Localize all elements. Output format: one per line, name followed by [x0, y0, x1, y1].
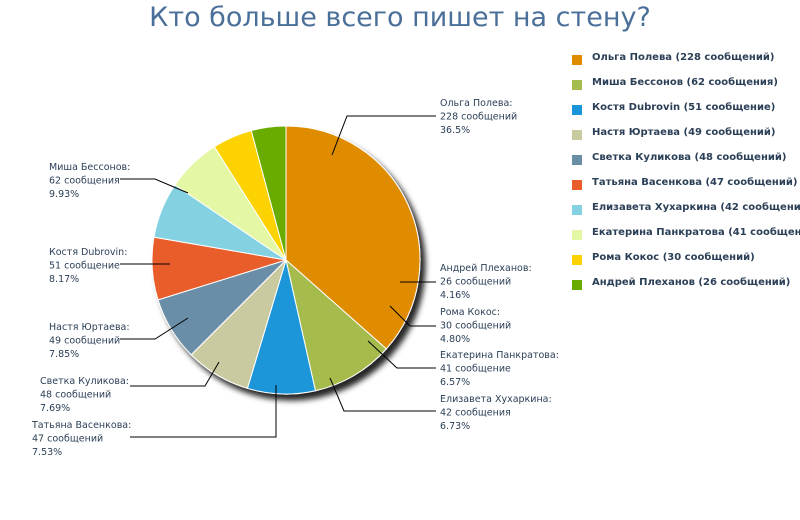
slice-label-percent: 36.5%: [440, 125, 470, 136]
leader-line: [331, 115, 436, 156]
slice-label-count: 51 сообщение: [49, 261, 120, 272]
leader-line: [389, 305, 436, 327]
slice-label-name: Настя Юртаева:: [49, 322, 130, 333]
pie-slice-1[interactable]: [285, 125, 421, 350]
slice-label-name: Миша Бессонов:: [49, 162, 130, 173]
pie-slices: [151, 125, 421, 395]
slice-label-name: Ольга Полева:: [440, 98, 512, 109]
slice-label-percent: 6.57%: [440, 377, 470, 388]
slice-label-name: Андрей Плеханов:: [440, 263, 532, 274]
legend-swatch: [572, 255, 582, 265]
legend-label: Костя Dubrovin (51 сообщение): [592, 102, 776, 113]
slice-label-count: 62 сообщения: [49, 176, 120, 187]
slice-label-percent: 7.85%: [49, 349, 79, 360]
slice-label-percent: 7.69%: [40, 403, 70, 414]
leader-line: [130, 361, 220, 387]
slice-labels: Ольга Полева: 228 сообщений 36.5% Миша Бесс…: [31, 98, 559, 458]
slice-label-count: 47 сообщений: [32, 434, 103, 445]
pie-slice-10[interactable]: [250, 125, 287, 261]
pie-slice-2[interactable]: [285, 258, 388, 392]
slice-label-percent: 4.80%: [440, 334, 470, 345]
legend-swatch: [572, 180, 582, 190]
slice-label-percent: 4.16%: [440, 290, 470, 301]
slice-label-count: 48 сообщений: [40, 390, 111, 401]
slice-label-percent: 8.17%: [49, 274, 79, 285]
slice-label-count: 42 сообщения: [440, 408, 511, 419]
legend-item[interactable]: Миша Бессонов (62 сообщения): [572, 77, 800, 102]
legend-item[interactable]: Костя Dubrovin (51 сообщение): [572, 102, 800, 127]
slice-label-count: 30 сообщений: [440, 321, 511, 332]
leader-line: [130, 385, 277, 438]
leader-line: [329, 377, 436, 412]
slice-label-name: Костя Dubrovin:: [49, 247, 127, 258]
legend-label: Татьяна Васенкова (47 сообщений): [592, 177, 798, 188]
slice-label-name: Екатерина Панкратова:: [440, 350, 559, 361]
leader-line: [367, 340, 436, 369]
slice-label-name: Татьяна Васенкова:: [31, 420, 131, 431]
legend-label: Настя Юртаева (49 сообщений): [592, 127, 776, 138]
legend-item[interactable]: Елизавета Хухаркина (42 сообщения): [572, 202, 800, 227]
legend-swatch: [572, 155, 582, 165]
slice-label-count: 228 сообщений: [440, 112, 517, 123]
slice-label-name: Елизавета Хухаркина:: [440, 394, 552, 405]
legend-label: Андрей Плеханов (26 сообщений): [592, 277, 791, 288]
legend-swatch: [572, 80, 582, 90]
legend-item[interactable]: Андрей Плеханов (26 сообщений): [572, 277, 800, 302]
legend-label: Светка Куликова (48 сообщений): [592, 152, 787, 163]
legend-swatch: [572, 55, 582, 65]
legend-label: Елизавета Хухаркина (42 сообщения): [592, 202, 800, 213]
slice-label-percent: 6.73%: [440, 421, 470, 432]
slice-label-percent: 7.53%: [32, 447, 62, 458]
legend-item[interactable]: Ольга Полева (228 сообщений): [572, 52, 800, 77]
legend-label: Рома Кокос (30 сообщений): [592, 252, 755, 263]
legend-label: Екатерина Панкратова (41 сообщение): [592, 227, 800, 238]
slice-label-name: Рома Кокос:: [440, 307, 500, 318]
slice-label-percent: 9.93%: [49, 189, 79, 200]
legend-swatch: [572, 280, 582, 290]
slice-label-count: 49 сообщений: [49, 336, 120, 347]
leader-line: [120, 317, 189, 340]
legend-item[interactable]: Екатерина Панкратова (41 сообщение): [572, 227, 800, 252]
chart-title: Кто больше всего пишет на стену?: [149, 2, 651, 33]
legend-item[interactable]: Татьяна Васенкова (47 сообщений): [572, 177, 800, 202]
slice-label-name: Светка Куликова:: [40, 376, 129, 387]
slice-label-count: 41 сообщение: [440, 364, 511, 375]
legend-swatch: [572, 130, 582, 140]
legend-item[interactable]: Настя Юртаева (49 сообщений): [572, 127, 800, 152]
legend-swatch: [572, 105, 582, 115]
leader-line: [120, 178, 189, 194]
legend-item[interactable]: Светка Куликова (48 сообщений): [572, 152, 800, 177]
legend-item[interactable]: Рома Кокос (30 сообщений): [572, 252, 800, 277]
legend-swatch: [572, 230, 582, 240]
legend-label: Миша Бессонов (62 сообщения): [592, 77, 778, 88]
legend-swatch: [572, 205, 582, 215]
legend: Ольга Полева (228 сообщений) Миша Бессоно…: [572, 52, 800, 302]
legend-label: Ольга Полева (228 сообщений): [592, 52, 775, 63]
slice-label-count: 26 сообщений: [440, 277, 511, 288]
